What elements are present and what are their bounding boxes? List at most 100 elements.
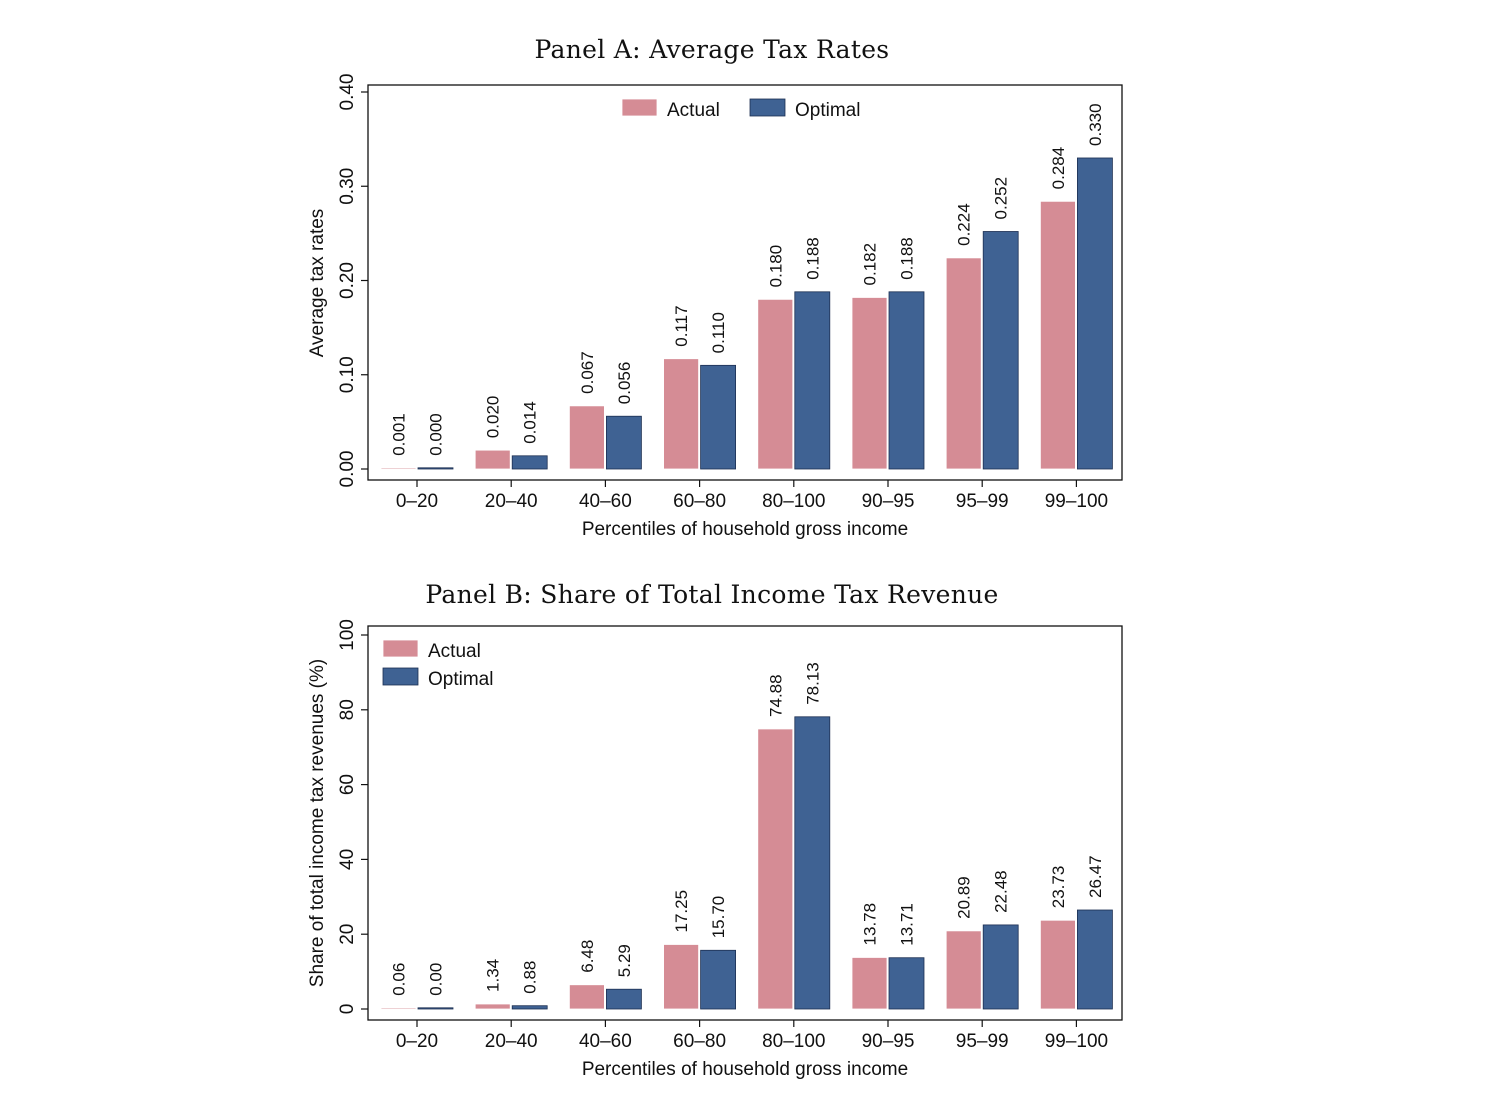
panel-b-y-tick-label: 60	[337, 774, 358, 795]
panel-a-bar-optimal	[888, 291, 925, 470]
panel-b-bar-optimal	[888, 957, 925, 1010]
panel-b-bar-label-optimal: 5.29	[615, 944, 634, 977]
panel-a-y-axis: 0.00 0.10 0.20 0.30 0.40	[337, 74, 368, 488]
panel-b-bar-actual	[945, 930, 982, 1010]
panel-b-y-tick-label: 0	[337, 1004, 358, 1015]
panel-a-legend-label-actual: Actual	[667, 100, 720, 121]
panel-b-legend-swatch-actual	[382, 639, 419, 658]
panel-a-x-tick-label: 60–80	[673, 491, 726, 512]
panel-b-bar-label-optimal: 0.00	[427, 963, 446, 996]
panel-a-bar-optimal	[417, 467, 454, 470]
panel-b-x-axis: 0–20 20–40 40–60 60–80 80–100 90–95 95–99 99–10…	[396, 1020, 1108, 1052]
panel-b-bar-actual	[380, 1007, 417, 1010]
panel-a-bar-optimal	[511, 455, 548, 470]
panel-b-x-tick-label: 95–99	[956, 1031, 1009, 1052]
panel-a-legend-swatch-actual	[621, 98, 658, 117]
panel-b-x-tick-label: 60–80	[673, 1031, 726, 1052]
panel-a-x-axis: 0–20 20–40 40–60 60–80 80–100 90–95 95–99 99–10…	[396, 480, 1108, 512]
panel-a-bar-actual	[380, 467, 417, 470]
panel-b-bar-label-actual: 74.88	[766, 674, 785, 717]
panel-a-x-tick-label: 80–100	[762, 491, 825, 512]
panel-a-bar-label-optimal: 0.000	[427, 413, 446, 456]
panel-a-x-axis-label: Percentiles of household gross income	[582, 519, 908, 540]
panel-b-bar-optimal	[511, 1005, 548, 1010]
panel-a-bar-label-actual: 0.117	[672, 305, 691, 346]
panel-b-bar-label-optimal: 0.88	[521, 961, 540, 994]
panel-a-bar-label-actual: 0.067	[578, 351, 597, 394]
panel-b-x-tick-label: 99–100	[1045, 1031, 1108, 1052]
panel-b-bar-label-optimal: 22.48	[992, 870, 1011, 913]
panel-b-bar-optimal	[794, 716, 831, 1010]
panel-b-bar-label-actual: 23.73	[1049, 866, 1068, 909]
panel-b-legend: Actual Optimal	[382, 639, 493, 690]
panel-b-bar-label-optimal: 78.13	[803, 662, 822, 705]
panel-b-title: Panel B: Share of Total Income Tax Reven…	[425, 580, 998, 609]
panel-a-bar-optimal	[794, 291, 831, 470]
panel-b-x-tick-label: 0–20	[396, 1031, 438, 1052]
panel-a-bar-label-actual: 0.180	[766, 245, 785, 288]
panel-a-x-tick-label: 99–100	[1045, 491, 1108, 512]
panel-a-x-tick-label: 95–99	[956, 491, 1009, 512]
panel-a-bars	[380, 157, 1113, 470]
panel-a-y-tick-label: 0.20	[337, 262, 358, 299]
panel-a-bar-optimal	[982, 231, 1019, 470]
panel-a-bar-optimal	[1077, 157, 1113, 470]
panel-b-bar-optimal	[700, 949, 736, 1010]
panel-b-legend-swatch-optimal	[382, 667, 419, 686]
panel-a-x-tick-label: 90–95	[862, 491, 915, 512]
panel-b-bar-optimal	[982, 924, 1019, 1010]
panel-b-bar-labels: 0.06 0.00 1.34 0.88 6.48 5.29 17.25 15.70 74.88 7…	[390, 662, 1105, 996]
panel-a-bar-actual	[945, 257, 982, 470]
panel-a-y-tick-label: 0.40	[337, 74, 358, 111]
panel-b-bar-optimal	[606, 988, 642, 1010]
panel-b-bar-label-optimal: 13.71	[898, 903, 917, 946]
panel-b-bar-optimal	[417, 1007, 454, 1010]
panel-a-x-tick-label: 20–40	[485, 491, 538, 512]
panel-b-bar-label-actual: 17.25	[672, 890, 691, 933]
panel-a-x-tick-label: 40–60	[579, 491, 632, 512]
panel-b-y-tick-label: 80	[337, 699, 358, 720]
panel-b-x-axis-label: Percentiles of household gross income	[582, 1059, 908, 1080]
panel-a-title: Panel A: Average Tax Rates	[535, 35, 890, 64]
panel-a-bar-label-optimal: 0.252	[992, 177, 1011, 220]
panel-a-bar-actual	[474, 449, 511, 470]
panel-a-x-tick-label: 0–20	[396, 491, 438, 512]
panel-a-bar-optimal	[606, 415, 642, 470]
panel-b-legend-label-optimal: Optimal	[428, 669, 493, 690]
panel-a-y-tick-label: 0.30	[337, 168, 358, 205]
panel-a-bar-actual	[1040, 200, 1076, 470]
panel-a-bar-label-actual: 0.182	[861, 243, 880, 286]
panel-a-bar-label-actual: 0.020	[484, 396, 503, 439]
panel-a-bar-label-actual: 0.001	[390, 413, 409, 456]
panel-a-legend-swatch-optimal	[749, 98, 786, 117]
panel-b-bar-actual	[1040, 919, 1076, 1010]
panel-b-x-tick-label: 20–40	[485, 1031, 538, 1052]
panel-b-bars	[380, 716, 1113, 1010]
panel-b-bar-actual	[569, 984, 605, 1010]
panel-a-bar-label-optimal: 0.330	[1086, 103, 1105, 146]
panel-b-x-tick-label: 80–100	[762, 1031, 825, 1052]
panel-a-y-tick-label: 0.00	[337, 451, 358, 488]
panel-a-bar-label-optimal: 0.110	[709, 312, 728, 353]
panel-b-x-tick-label: 40–60	[579, 1031, 632, 1052]
panel-b-y-tick-label: 100	[337, 619, 358, 651]
panel-b-plot-frame	[367, 625, 1123, 1021]
panel-a-bar-label-optimal: 0.014	[521, 401, 540, 444]
panel-a-bar-label-actual: 0.224	[955, 203, 974, 246]
panel-a-y-axis-label: Average tax rates	[307, 209, 328, 358]
panel-a-plot-frame	[367, 84, 1123, 481]
panel-b-bar-label-actual: 1.34	[484, 959, 503, 992]
panel-b-y-tick-label: 40	[337, 849, 358, 870]
panel-a-bar-label-optimal: 0.056	[615, 362, 634, 405]
panel-b-bar-label-optimal: 15.70	[709, 896, 728, 939]
panel-b-x-tick-label: 90–95	[862, 1031, 915, 1052]
panel-b-bar-optimal	[1077, 909, 1113, 1010]
panel-b-bar-label-actual: 20.89	[955, 876, 974, 919]
panel-a-bar-actual	[757, 298, 794, 470]
panel-b-bar-label-actual: 13.78	[861, 903, 880, 946]
panel-b-bar-label-actual: 0.06	[390, 963, 409, 996]
panel-a-legend-label-optimal: Optimal	[795, 100, 860, 121]
panel-b-y-axis: 0 20 40 60 80 100	[337, 619, 368, 1014]
panel-b-legend-label-actual: Actual	[428, 641, 481, 662]
